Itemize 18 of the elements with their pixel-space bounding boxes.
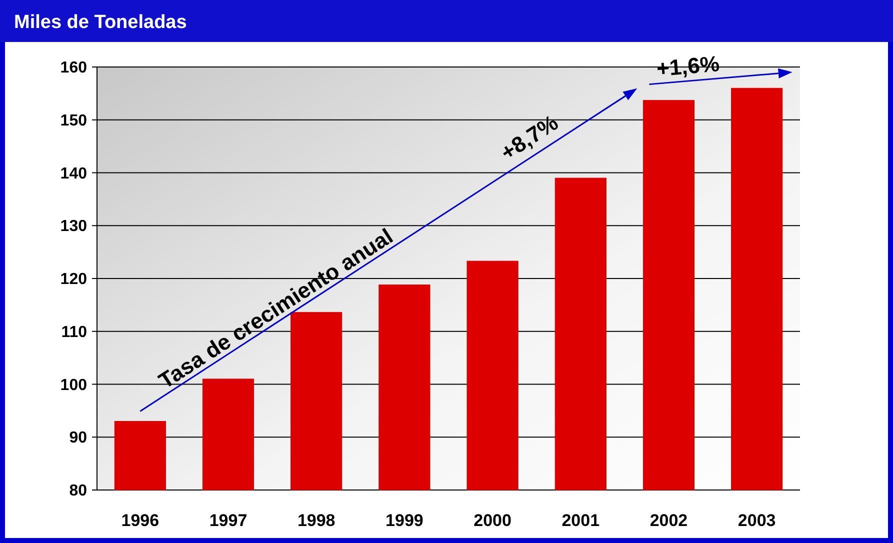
- y-tick-label: 130: [60, 218, 88, 236]
- y-tick-label: 120: [60, 271, 88, 288]
- x-tick-label: 2000: [474, 511, 512, 530]
- y-tick-label: 150: [60, 112, 88, 130]
- x-tick-label: 2002: [650, 511, 688, 530]
- y-tick-label: 110: [61, 324, 88, 341]
- y-tick-label: 140: [60, 165, 88, 182]
- y-tick-label: 100: [60, 376, 88, 394]
- x-tick-label: 1997: [209, 511, 248, 530]
- y-tick-label: 160: [60, 60, 88, 77]
- x-tick-label: 1998: [297, 511, 336, 530]
- y-tick-label: 90: [69, 430, 88, 447]
- x-tick-label: 1996: [121, 511, 160, 530]
- x-tick-label: 2003: [738, 511, 776, 530]
- y-tick-label: 80: [69, 482, 88, 500]
- x-tick-label: 1999: [386, 511, 424, 530]
- x-tick-label: 2001: [562, 511, 600, 530]
- chart-title: Miles de Toneladas: [14, 12, 187, 33]
